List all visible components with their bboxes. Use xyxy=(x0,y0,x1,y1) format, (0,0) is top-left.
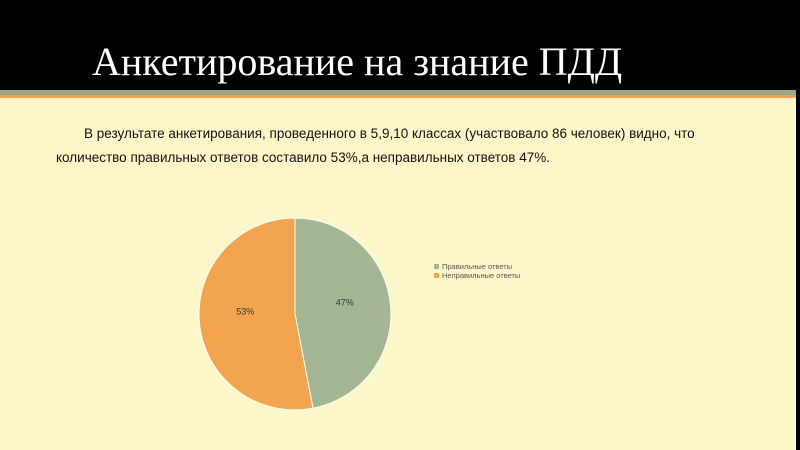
legend-label-1: Правильные ответы xyxy=(442,262,512,271)
body-text: В результате анкетирования, проведенного… xyxy=(56,126,695,165)
slide-title: Анкетирование на знание ПДД xyxy=(92,39,623,84)
legend-swatch-2 xyxy=(434,273,439,278)
slide-edge xyxy=(796,0,800,450)
accent-stripe-orange xyxy=(0,95,800,98)
accent-stripe-green xyxy=(0,90,800,95)
pie-slice-label-2: 53% xyxy=(236,307,254,317)
legend-label-2: Неправильные ответы xyxy=(442,271,520,280)
title-bar: Анкетирование на знание ПДД xyxy=(0,0,800,90)
pie-slice-label-1: 47% xyxy=(336,297,354,307)
pie-slice-2 xyxy=(198,217,314,411)
legend-swatch-1 xyxy=(434,264,439,269)
pie-slice-1 xyxy=(294,217,392,409)
